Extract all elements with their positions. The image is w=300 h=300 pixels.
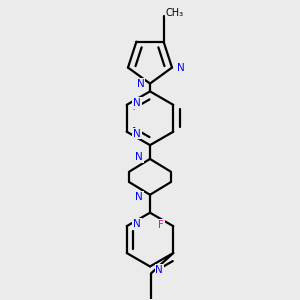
Text: N: N [133,219,141,229]
Text: N: N [135,192,143,202]
Text: N: N [137,79,145,88]
Text: N: N [133,98,141,108]
Text: F: F [158,220,164,230]
Text: N: N [155,265,163,275]
Text: CH₃: CH₃ [166,8,184,18]
Text: N: N [178,63,185,73]
Text: N: N [135,152,143,162]
Text: N: N [133,129,141,139]
